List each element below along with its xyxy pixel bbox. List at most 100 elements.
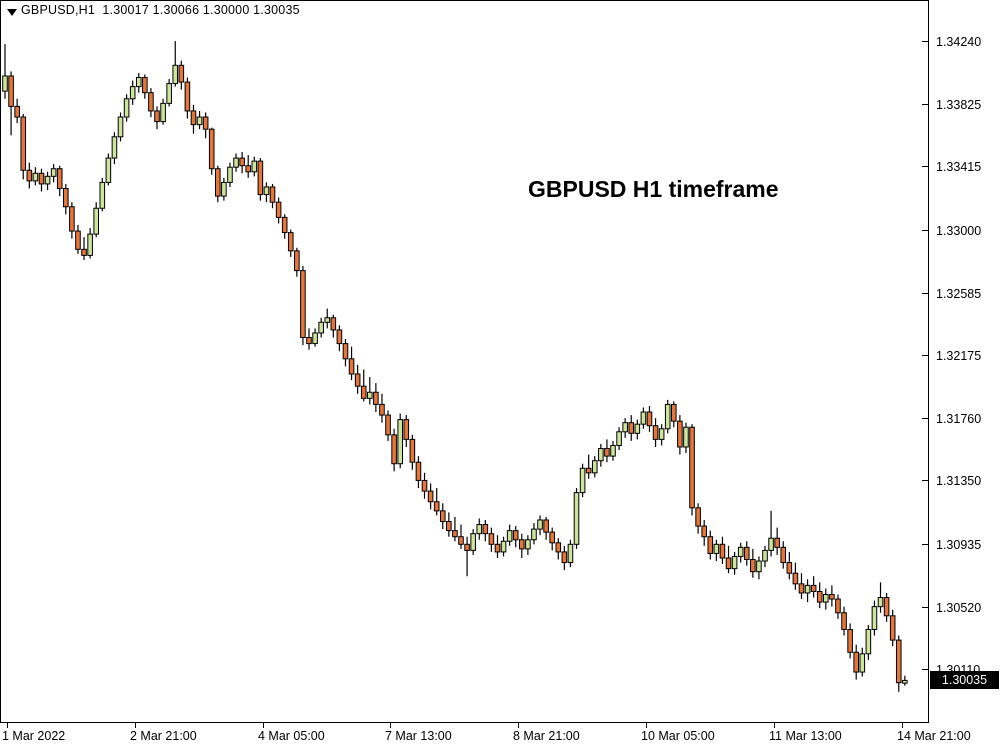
bear-candle-body	[853, 651, 860, 673]
candle	[148, 88, 154, 118]
candle	[172, 41, 179, 87]
price-axis-label: 1.34240	[936, 35, 981, 49]
candle	[427, 483, 434, 510]
bear-candle-body	[585, 467, 592, 474]
candle	[312, 328, 318, 347]
candle	[8, 71, 14, 136]
bull-candle-body	[616, 431, 622, 446]
symbol-dropdown-icon[interactable]	[7, 9, 17, 16]
candle	[263, 182, 270, 203]
candle	[610, 440, 616, 461]
candle	[233, 153, 239, 172]
bull-candle-body	[227, 166, 233, 183]
bear-candle-body	[494, 543, 501, 553]
candle	[762, 545, 768, 568]
candle	[525, 535, 531, 555]
candle	[877, 582, 884, 613]
bull-candle-body	[172, 64, 179, 85]
bear-candle-body	[701, 525, 708, 538]
candle	[798, 573, 805, 600]
candle	[227, 162, 233, 187]
candle	[519, 533, 525, 558]
candle	[251, 156, 258, 177]
bear-candle-body	[883, 597, 890, 617]
candle	[689, 424, 695, 516]
bear-candle-body	[391, 434, 397, 465]
bear-candle-body	[482, 524, 489, 535]
bull-candle-body	[859, 653, 866, 673]
bull-candle-body	[579, 467, 586, 494]
bear-candle-body	[841, 612, 847, 630]
candle	[50, 164, 57, 183]
candle	[634, 419, 641, 440]
bull-candle-body	[683, 426, 689, 448]
bear-candle-body	[488, 533, 495, 545]
bear-candle-body	[439, 510, 446, 523]
bull-candle-body	[591, 460, 598, 474]
bear-candle-body	[239, 157, 245, 167]
candle	[63, 183, 69, 215]
bull-candle-body	[640, 411, 647, 425]
candle	[129, 80, 136, 105]
bull-candle-body	[877, 597, 884, 608]
bear-candle-body	[300, 270, 306, 339]
bear-candle-body	[458, 536, 464, 545]
candle	[287, 229, 294, 257]
candle	[14, 98, 20, 124]
candle	[585, 454, 592, 479]
bull-candle-body	[318, 321, 324, 334]
bear-candle-body	[671, 403, 677, 422]
candle	[446, 512, 452, 537]
candle	[804, 579, 811, 603]
bear-candle-body	[604, 448, 610, 457]
bull-candle-body	[367, 391, 373, 399]
candle	[202, 112, 209, 139]
candle	[87, 228, 93, 259]
bear-candle-body	[409, 438, 416, 463]
bull-candle-body	[804, 584, 811, 594]
bear-candle-body	[294, 250, 300, 272]
candle	[190, 104, 197, 134]
bear-candle-body	[646, 411, 653, 427]
bull-candle-body	[470, 533, 476, 551]
bear-candle-body	[342, 343, 349, 360]
bull-candle-body	[50, 168, 57, 177]
bear-candle-body	[415, 461, 422, 481]
bear-candle-body	[190, 110, 197, 126]
candle	[628, 415, 635, 441]
candle	[433, 488, 440, 516]
candle	[184, 77, 191, 119]
candle	[889, 609, 896, 647]
bear-candle-body	[257, 160, 264, 196]
bull-candle-body	[537, 519, 543, 530]
bear-candle-body	[847, 628, 853, 653]
candle	[215, 165, 221, 203]
bear-candle-body	[889, 615, 896, 641]
bear-candle-body	[63, 187, 69, 208]
bull-candle-body	[762, 549, 768, 562]
candle	[671, 401, 677, 428]
bull-candle-body	[865, 628, 872, 655]
time-axis-label: 1 Mar 2022	[2, 729, 65, 743]
bear-candle-body	[245, 165, 251, 173]
candle	[859, 647, 866, 677]
candle	[464, 536, 470, 577]
candle	[208, 127, 215, 175]
candle	[373, 383, 379, 413]
bull-candle-body	[756, 560, 762, 573]
bull-candle-body	[567, 543, 574, 564]
bull-candle-body	[610, 444, 616, 457]
candle	[786, 551, 793, 580]
candle	[816, 582, 823, 609]
candle	[470, 529, 476, 555]
bear-candle-body	[275, 201, 282, 218]
bull-candle-body	[573, 492, 580, 545]
candle	[743, 541, 750, 566]
bull-candle-body	[105, 157, 112, 183]
candle	[591, 456, 598, 478]
candle	[330, 314, 337, 338]
candle	[622, 418, 628, 438]
bull-candle-body	[93, 207, 100, 235]
